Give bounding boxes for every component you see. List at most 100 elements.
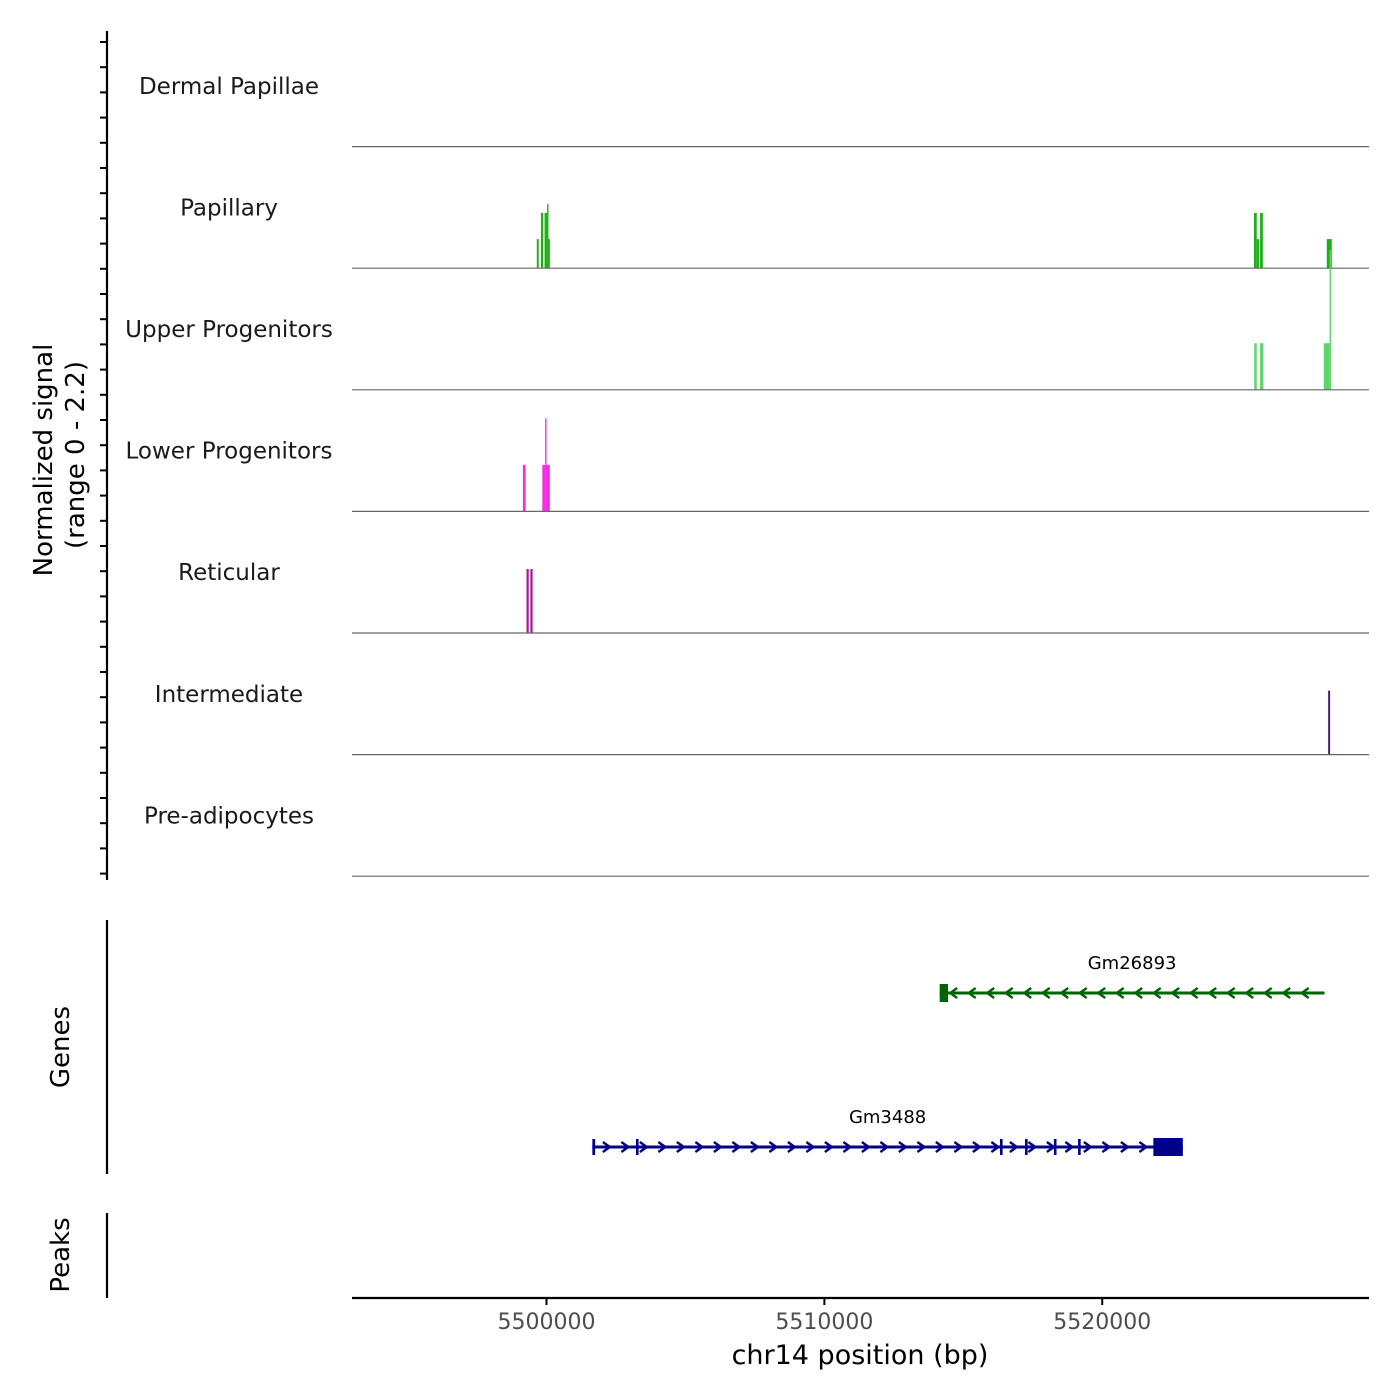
gene-strand-arrow — [694, 1141, 705, 1153]
gene-strand-arrow — [1096, 987, 1106, 999]
gene-strand-arrow — [1281, 987, 1291, 999]
gene-exon — [1078, 1139, 1081, 1155]
gene-strand-arrow — [1262, 987, 1273, 999]
gene-strand-arrow — [1133, 987, 1143, 999]
coverage-peak — [522, 464, 526, 512]
coverage-peak — [1256, 239, 1259, 269]
gene-model: Gm26893 — [939, 953, 1325, 1002]
coverage-track: Dermal Papillae — [139, 74, 1369, 148]
gene-strand-arrow — [842, 1141, 853, 1153]
track-label: Intermediate — [155, 682, 303, 708]
track-label: Reticular — [178, 560, 280, 586]
coverage-peak — [536, 239, 539, 269]
coverage-y-label-line1: Normalized signal — [29, 344, 59, 577]
gene-models: Gm26893 Gm3488 — [592, 953, 1325, 1156]
gene-label: Gm26893 — [1088, 953, 1177, 974]
gene-exon — [999, 1139, 1003, 1155]
gene-strand-arrow — [1114, 987, 1125, 999]
track-label: Dermal Papillae — [139, 74, 319, 100]
gene-exon — [592, 1139, 596, 1155]
gene-strand-arrow — [639, 1141, 649, 1153]
track-label: Lower Progenitors — [126, 439, 333, 465]
coverage-track: Intermediate — [155, 682, 1369, 756]
gene-strand-arrow — [1170, 987, 1180, 999]
gene-strand-arrow — [1101, 1141, 1112, 1153]
gene-strand-arrow — [1151, 987, 1162, 999]
gene-strand-arrow — [1009, 1141, 1019, 1153]
gene-strand-arrow — [1299, 987, 1310, 999]
track-label: Upper Progenitors — [125, 317, 333, 343]
coverage-peak — [548, 239, 550, 269]
coverage-peak — [1260, 343, 1264, 390]
coverage-tracks: Dermal Papillae Papillary Upper Progenitor… — [125, 74, 1369, 877]
gene-strand-arrow — [935, 1141, 945, 1153]
gene-strand-arrow — [1207, 987, 1217, 999]
gene-strand-arrow — [620, 1141, 631, 1153]
coverage-peak — [526, 569, 529, 633]
x-axis: 5500000 5510000 5520000 chr14 position (bp… — [352, 1296, 1369, 1371]
coverage-peak — [1329, 250, 1331, 390]
x-tick-label: 5500000 — [498, 1310, 596, 1335]
gene-strand-arrow — [1083, 1141, 1093, 1153]
coverage-peak — [1328, 690, 1331, 755]
gene-strand-arrow — [861, 1141, 871, 1153]
coverage-peak — [1253, 212, 1257, 269]
peaks-y-label: Peaks — [46, 1217, 76, 1292]
gene-exon — [939, 984, 949, 1002]
gene-label: Gm3488 — [849, 1107, 926, 1128]
gene-strand-arrow — [676, 1141, 686, 1153]
coverage-peak — [1260, 212, 1263, 269]
gene-strand-arrow — [966, 987, 977, 999]
coverage-track: Papillary — [180, 195, 1369, 269]
gene-strand-arrow — [879, 1141, 890, 1153]
x-axis-title: chr14 position (bp) — [732, 1340, 989, 1371]
coverage-track: Pre-adipocytes — [144, 803, 1369, 877]
coverage-track: Reticular — [178, 560, 1369, 634]
coverage-track: Upper Progenitors — [125, 250, 1369, 391]
coverage-peak — [542, 464, 546, 512]
gene-model: Gm3488 — [592, 1107, 1183, 1156]
gene-strand-arrow — [1225, 987, 1236, 999]
gene-strand-arrow — [824, 1141, 834, 1153]
gene-strand-arrow — [1244, 987, 1254, 999]
x-axis-ticks: 5500000 5510000 5520000 — [498, 1298, 1151, 1335]
gene-strand-arrow — [1040, 987, 1051, 999]
gene-exon — [1153, 1138, 1183, 1156]
gene-strand-arrow — [953, 1141, 964, 1153]
coverage-track: Lower Progenitors — [126, 418, 1369, 512]
coverage-peak — [547, 204, 549, 269]
coverage-peak — [545, 418, 547, 512]
gene-strand-arrow — [948, 987, 958, 999]
gene-strand-arrow — [657, 1141, 668, 1153]
x-tick-label: 5510000 — [775, 1310, 873, 1335]
gene-strand-arrow — [990, 1141, 1001, 1153]
genes-panel: Genes Gm26893 Gm3488 — [46, 920, 1325, 1174]
coverage-y-ticks — [100, 41, 107, 875]
coverage-peak — [1326, 239, 1332, 269]
gene-strand-arrow — [916, 1141, 927, 1153]
gene-strand-arrow — [1188, 987, 1199, 999]
gene-strand-arrow — [1027, 1141, 1038, 1153]
gene-strand-arrow — [898, 1141, 908, 1153]
peaks-panel: Peaks — [46, 1213, 109, 1298]
coverage-peak — [1254, 343, 1257, 390]
gene-strand-arrow — [1138, 1141, 1149, 1153]
gene-strand-arrow — [985, 987, 995, 999]
x-tick-label: 5520000 — [1053, 1310, 1151, 1335]
gene-strand-arrow — [1059, 987, 1069, 999]
gene-strand-arrow — [1064, 1141, 1075, 1153]
coverage-y-label-line2: (range 0 - 2.2) — [61, 361, 91, 549]
coverage-peak — [546, 464, 550, 512]
genes-y-label: Genes — [46, 1006, 76, 1088]
gene-exon — [1053, 1139, 1057, 1155]
coverage-peak — [1323, 343, 1330, 390]
gene-exon — [1024, 1139, 1028, 1155]
gene-strand-arrow — [1046, 1141, 1056, 1153]
gene-strand-arrow — [1003, 987, 1014, 999]
gene-exon — [635, 1139, 639, 1155]
gene-strand-arrow — [768, 1141, 779, 1153]
gene-strand-arrow — [805, 1141, 816, 1153]
gene-strand-arrow — [1077, 987, 1088, 999]
coverage-peak — [530, 569, 533, 633]
